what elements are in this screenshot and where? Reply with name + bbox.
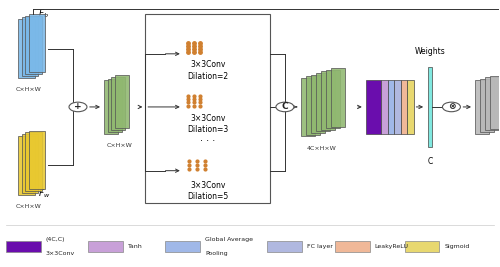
Bar: [476, 80, 490, 134]
Bar: [18, 136, 34, 195]
Bar: [104, 80, 118, 134]
Text: Sigmoid: Sigmoid: [444, 244, 470, 249]
Bar: [404, 241, 440, 252]
Circle shape: [442, 102, 460, 112]
Text: Weights: Weights: [414, 48, 446, 57]
Text: 3×3Conv: 3×3Conv: [190, 181, 226, 190]
Bar: [25, 132, 42, 191]
Text: 3×3Conv: 3×3Conv: [190, 60, 226, 69]
Text: C: C: [428, 158, 432, 166]
Bar: [381, 80, 388, 134]
Bar: [480, 79, 494, 132]
Text: $F_b$: $F_b$: [38, 8, 49, 20]
Bar: [326, 70, 340, 128]
Bar: [388, 80, 394, 134]
Bar: [115, 75, 129, 128]
Bar: [316, 73, 330, 131]
Circle shape: [276, 102, 294, 112]
Bar: [112, 77, 126, 130]
Bar: [407, 80, 414, 134]
Bar: [108, 78, 122, 132]
Bar: [22, 134, 38, 193]
Text: C×H×W: C×H×W: [16, 87, 42, 92]
Bar: [486, 77, 500, 130]
Bar: [165, 241, 200, 252]
Text: $F_w$: $F_w$: [38, 187, 50, 200]
Bar: [302, 78, 316, 136]
Bar: [312, 74, 326, 133]
Text: C×H×W: C×H×W: [107, 143, 132, 148]
Bar: [332, 68, 345, 127]
Text: LeakyReLU: LeakyReLU: [374, 244, 408, 249]
Text: · · ·: · · ·: [200, 136, 215, 147]
Bar: [88, 241, 123, 252]
Bar: [18, 19, 34, 78]
Text: Pooling: Pooling: [205, 250, 228, 256]
Text: C×H×W: C×H×W: [16, 204, 42, 209]
Bar: [28, 131, 45, 189]
Text: 3×3Conv: 3×3Conv: [190, 113, 226, 123]
Bar: [6, 241, 40, 252]
Bar: [335, 241, 370, 252]
Text: 4C×H×W: 4C×H×W: [306, 146, 336, 151]
Bar: [28, 14, 45, 72]
Bar: [428, 67, 432, 147]
Bar: [268, 241, 302, 252]
Text: Dilation=3: Dilation=3: [187, 125, 228, 134]
Text: C: C: [282, 103, 288, 111]
Bar: [394, 80, 400, 134]
Bar: [146, 14, 270, 203]
Text: ⊗: ⊗: [448, 103, 455, 111]
Text: 3×3Conv: 3×3Conv: [46, 250, 75, 256]
Bar: [322, 71, 336, 130]
Text: Dilation=2: Dilation=2: [187, 72, 228, 81]
Text: +: +: [74, 103, 82, 111]
Text: (4C,C): (4C,C): [46, 237, 65, 242]
Circle shape: [69, 102, 87, 112]
Bar: [400, 80, 407, 134]
Bar: [25, 15, 42, 74]
Bar: [490, 76, 500, 129]
Text: FC layer: FC layer: [308, 244, 333, 249]
Bar: [366, 80, 381, 134]
Bar: [22, 17, 38, 76]
Text: Global Average: Global Average: [205, 237, 253, 242]
Bar: [306, 76, 320, 135]
Text: Dilation=5: Dilation=5: [187, 192, 228, 201]
Text: Tanh: Tanh: [128, 244, 142, 249]
